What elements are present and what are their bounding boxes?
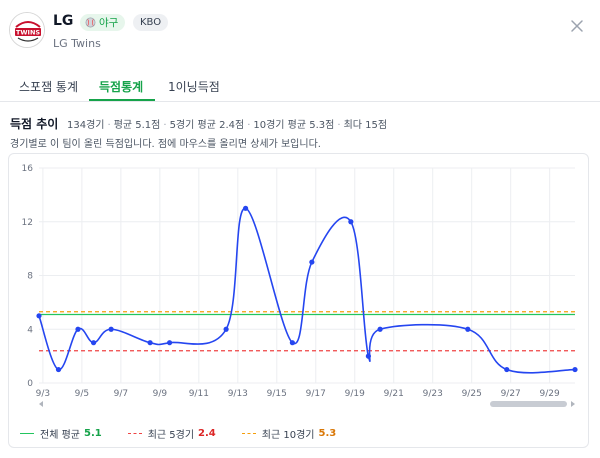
legend-recent5-value: 2.4 [198, 427, 216, 439]
x-tick-label: 9/7 [114, 389, 128, 399]
data-point[interactable] [465, 326, 471, 332]
data-point[interactable] [90, 340, 97, 346]
horizontal-scrollbar-thumb[interactable] [490, 401, 567, 407]
x-tick-label: 9/3 [36, 389, 50, 399]
legend-dashed-line-icon [241, 432, 256, 434]
data-point[interactable] [75, 326, 81, 332]
data-point[interactable] [348, 219, 354, 225]
data-point[interactable] [572, 366, 578, 373]
legend-recent10-value: 5.3 [318, 427, 337, 439]
chart-container: 0 4 8 12 16 9/3 9/5 9/7 9/9 9/11 9/13 9/15 9/17 9/19 9… [8, 153, 589, 448]
summary-games: 134경기 [67, 120, 105, 131]
data-point[interactable] [36, 313, 42, 319]
y-tick-label: 0 [27, 379, 33, 389]
x-tick-label: 9/9 [153, 389, 168, 399]
lg-twins-logo: TWINS [9, 12, 45, 48]
section-description: 경기별로 이 팀이 올린 득점입니다. 점에 마우스를 올리면 상세가 보입니다… [10, 139, 321, 150]
y-tick-label: 12 [22, 218, 33, 228]
legend-overall-value: 5.1 [83, 427, 102, 439]
x-tick-label: 9/19 [345, 389, 365, 399]
team-name: LG Twins [53, 37, 101, 50]
scoring-trend-chart: 0 4 8 12 16 9/3 9/5 9/7 9/9 9/11 9/13 9/15 9/17 9/19 9… [22, 164, 578, 408]
summary-recent5: 5경기 평균 2.4점 [169, 120, 245, 131]
legend-recent10-label: 최근 10경기 [261, 429, 315, 441]
horizontal-scrollbar-track [27, 400, 569, 408]
active-tab-indicator [89, 99, 155, 101]
data-point[interactable] [289, 340, 295, 346]
summary-max: 최다 15점 [343, 120, 388, 131]
data-point[interactable] [504, 366, 510, 373]
data-point[interactable] [243, 205, 249, 211]
x-tick-label: 9/17 [306, 389, 326, 399]
section-title: 득점 추이 [10, 117, 59, 131]
tab-scoring-stats[interactable]: 득점통계 [99, 80, 144, 94]
scoring-summary: 134경기 · 평균 5.1점 · 5경기 평균 2.4점 · 10경기 평균 5.3점 · 최… [67, 120, 388, 131]
legend-dashed-line-icon [127, 432, 142, 434]
x-tick-label: 9/29 [540, 389, 560, 399]
baseball-icon [85, 17, 96, 28]
legend-recent10-average: 최근 10경기 5.3 [241, 426, 337, 441]
svg-text:TWINS: TWINS [16, 29, 40, 37]
sport-label: 야구 [99, 17, 119, 29]
legend-solid-line-icon [20, 432, 34, 434]
tab-bar: 스포잼 통계 득점통계 1이닝득점 [0, 68, 600, 102]
x-tick-label: 9/11 [189, 389, 209, 399]
data-point[interactable] [147, 340, 153, 346]
scoring-trend-line [38, 207, 576, 374]
legend-overall-label: 전체 평균 [40, 429, 80, 441]
data-point[interactable] [365, 353, 371, 359]
legend-recent5-label: 최근 5경기 [147, 429, 195, 441]
x-tick-label: 9/23 [423, 389, 443, 399]
x-tick-label: 9/25 [462, 389, 482, 399]
x-tick-label: 9/5 [75, 389, 89, 399]
data-point[interactable] [377, 326, 383, 332]
summary-recent10: 10경기 평균 5.3점 [253, 120, 335, 131]
x-tick-label: 9/27 [501, 389, 521, 399]
data-point[interactable] [166, 340, 173, 346]
close-icon[interactable] [568, 17, 586, 35]
tab-first-inning-scoring[interactable]: 1이닝득점 [168, 80, 220, 94]
summary-average: 평균 5.1점 [113, 120, 161, 131]
y-tick-label: 16 [22, 164, 34, 174]
data-point[interactable] [223, 326, 229, 332]
legend-overall-average: 전체 평균 5.1 [20, 426, 102, 441]
tab-spojam-stats[interactable]: 스포잼 통계 [19, 80, 79, 94]
data-point[interactable] [108, 326, 114, 332]
x-tick-label: 9/13 [228, 389, 248, 399]
team-code: LG [53, 13, 74, 29]
data-point[interactable] [309, 259, 315, 265]
panel-header: TWINS LG 야구 KBO LG Twins [0, 0, 600, 62]
scroll-left-arrow-icon[interactable] [39, 401, 43, 407]
legend-recent5-average: 최근 5경기 2.4 [127, 426, 216, 441]
x-tick-label: 9/21 [384, 389, 404, 399]
data-point[interactable] [55, 366, 62, 373]
y-tick-label: 4 [27, 325, 33, 335]
chart-legend: 전체 평균 5.1 최근 5경기 2.4 최근 10경기 5.3 [20, 426, 362, 441]
league-badge: KBO [133, 14, 169, 31]
y-tick-label: 8 [27, 272, 33, 282]
x-tick-label: 9/15 [267, 389, 287, 399]
scroll-right-arrow-icon[interactable] [571, 401, 575, 407]
sport-badge: 야구 [80, 14, 126, 31]
